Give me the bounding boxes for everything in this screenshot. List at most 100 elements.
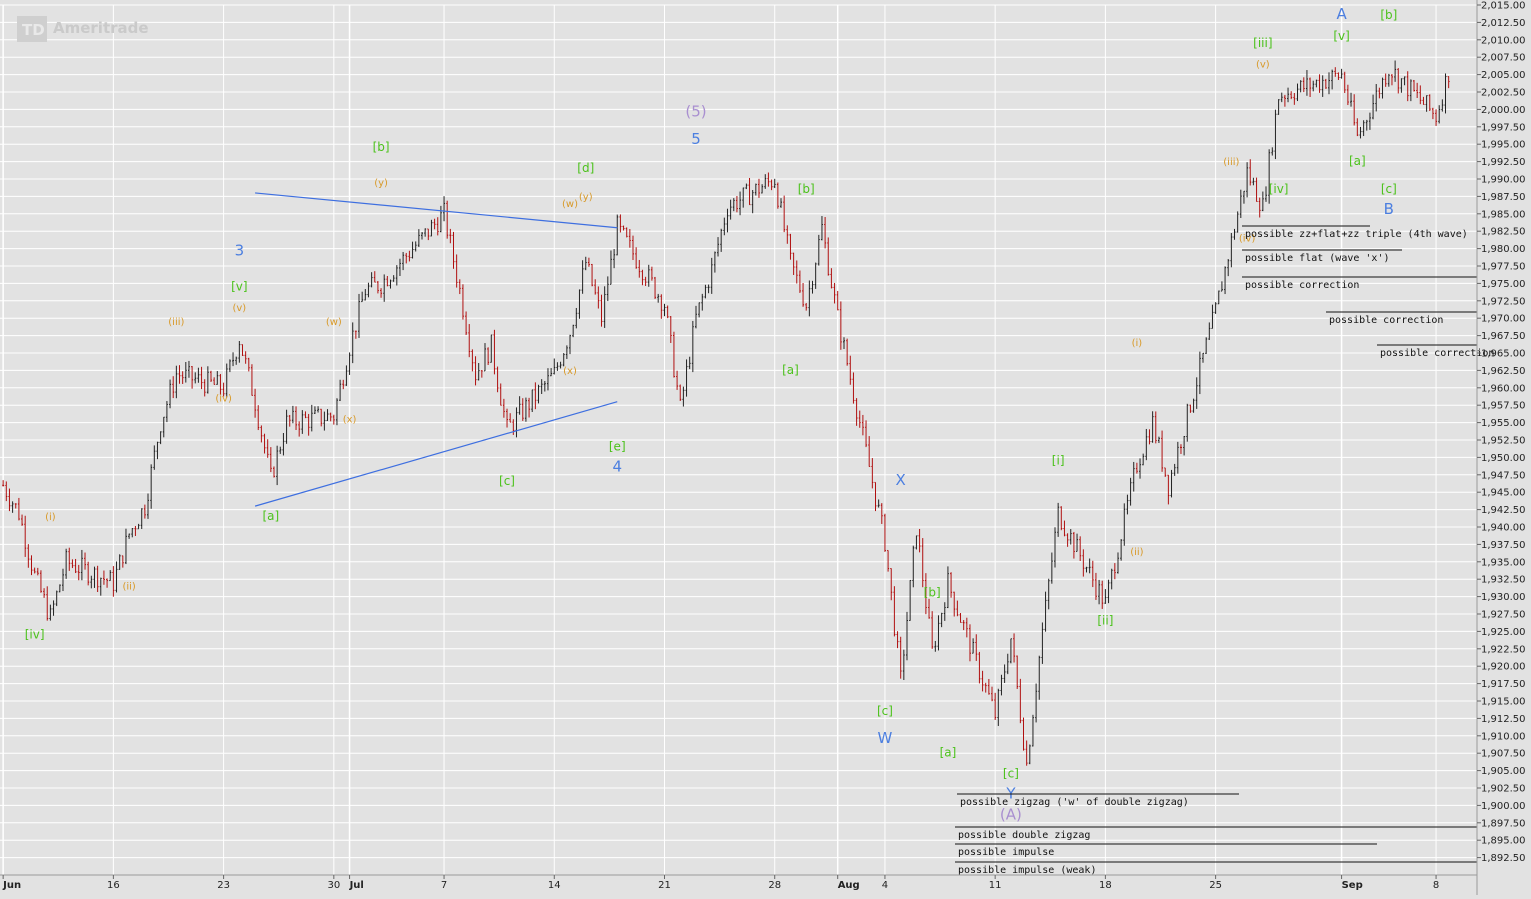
price-bar	[187, 360, 190, 378]
wave-label: A	[1336, 5, 1347, 23]
price-bar	[694, 305, 697, 329]
wave-label: [b]	[798, 182, 815, 196]
price-bar	[893, 586, 896, 637]
price-tick-label: 1,977.50	[1481, 262, 1526, 273]
wave-label: [c]	[499, 474, 515, 488]
price-bar	[707, 284, 710, 294]
price-bar	[1198, 351, 1201, 395]
price-tick-label: 1,950.00	[1481, 453, 1526, 464]
price-tick-label: 2,015.00	[1481, 1, 1526, 12]
price-bar	[1145, 428, 1148, 461]
price-bar	[128, 533, 131, 539]
price-bar	[235, 356, 238, 365]
price-bar	[581, 260, 584, 294]
trendline[interactable]	[255, 192, 618, 229]
price-bar	[1419, 85, 1422, 105]
price-bar	[534, 382, 537, 410]
price-bar	[339, 379, 342, 402]
price-bar	[1167, 474, 1170, 505]
price-bar	[162, 416, 165, 438]
price-bar	[1287, 87, 1290, 103]
note[interactable]: possible zz+flat+zz triple (4th wave)	[1242, 225, 1468, 240]
price-bar	[335, 398, 338, 426]
wave-label: (w)	[326, 317, 342, 328]
date-tick-label: 28	[768, 880, 781, 891]
wave-label: (v)	[232, 303, 246, 314]
price-bar	[950, 572, 953, 598]
price-bar	[1390, 74, 1393, 86]
price-bar	[896, 631, 899, 649]
price-bar	[836, 290, 839, 311]
price-tick-label: 2,012.50	[1481, 18, 1526, 29]
price-bar	[679, 384, 682, 401]
wave-label: [c]	[1003, 767, 1019, 781]
trendline[interactable]	[254, 401, 618, 507]
price-bar	[480, 370, 483, 378]
note[interactable]: possible correction	[1326, 311, 1477, 326]
note[interactable]: possible correction	[1242, 276, 1477, 291]
note[interactable]: possible zigzag ('w' of double zigzag)	[957, 793, 1239, 808]
price-bar	[115, 561, 118, 593]
price-bar	[780, 198, 783, 208]
price-bar	[184, 361, 187, 383]
price-bar	[402, 251, 405, 271]
note[interactable]: possible double zigzag	[955, 826, 1477, 841]
price-bar	[1176, 441, 1179, 474]
date-axis[interactable]: Jun 16 23 30 Jul 7 14 21 28 Aug 4 11 18 25 Sep 8	[0, 874, 1477, 891]
price-axis[interactable]: 1,892.50 1,895.00 1,897.50 1,900.00 1,902.50…	[1476, 0, 1526, 895]
price-bar	[745, 183, 748, 190]
note[interactable]: possible impulse	[955, 843, 1377, 858]
price-bar	[1220, 281, 1223, 292]
wave-label: Y	[1005, 784, 1016, 802]
price-bar	[80, 549, 83, 581]
price-bar	[1157, 436, 1160, 444]
price-bar	[313, 406, 316, 415]
price-bar	[968, 624, 971, 662]
price-tick-label: 1,935.00	[1481, 557, 1526, 568]
price-bar	[74, 558, 77, 574]
price-bar	[521, 398, 524, 421]
price-tick-label: 1,917.50	[1481, 679, 1526, 690]
price-bar	[543, 380, 546, 392]
price-bar	[814, 262, 817, 289]
price-bar	[1290, 91, 1293, 100]
price-bar	[663, 303, 666, 317]
price-bar	[354, 330, 357, 339]
price-bar	[269, 447, 272, 473]
price-bar	[754, 183, 757, 196]
price-bar	[1359, 126, 1362, 139]
price-bar	[1164, 467, 1167, 477]
wave-label: [ii]	[1097, 613, 1113, 627]
note[interactable]: possible impulse (weak)	[955, 861, 1477, 876]
price-bar	[1277, 99, 1280, 115]
price-bar	[364, 289, 367, 301]
price-bar	[455, 254, 458, 288]
price-bar	[417, 229, 420, 248]
price-bar	[1422, 96, 1425, 105]
price-bar	[288, 414, 291, 427]
note[interactable]: possible flat (wave 'x')	[1242, 249, 1402, 264]
note[interactable]: possible correction	[1377, 344, 1494, 359]
price-bar	[691, 320, 694, 373]
price-bar	[1331, 69, 1334, 90]
price-bar	[5, 481, 8, 502]
price-bar	[471, 349, 474, 372]
date-tick-label: 8	[1433, 880, 1439, 891]
price-tick-label: 1,965.00	[1481, 349, 1526, 360]
logo-box	[17, 16, 47, 42]
price-bar	[134, 525, 137, 536]
price-bar	[805, 303, 808, 311]
date-tick-label: Jul	[349, 880, 364, 891]
price-bar	[165, 401, 168, 423]
price-bar	[1447, 76, 1450, 89]
price-bar	[972, 638, 975, 654]
wave-label: [a]	[1349, 154, 1366, 168]
price-bar	[1280, 92, 1283, 103]
price-bar	[1356, 118, 1359, 137]
price-bar	[1000, 674, 1003, 696]
price-bar	[1088, 558, 1091, 574]
price-bar	[1381, 77, 1384, 99]
price-bar	[17, 497, 20, 521]
